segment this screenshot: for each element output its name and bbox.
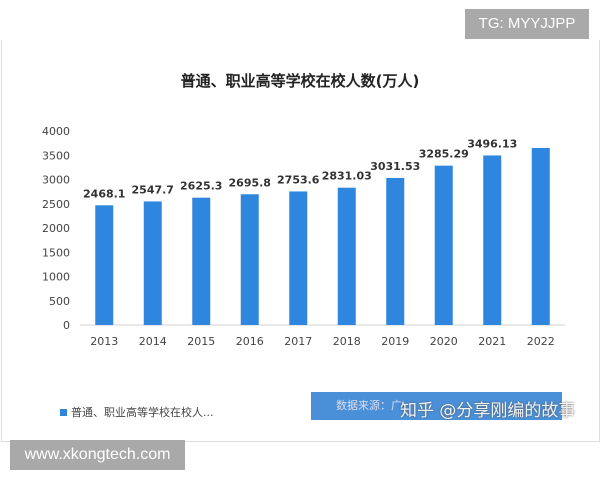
y-tick-label: 0	[63, 319, 70, 332]
bar-2014	[143, 201, 162, 325]
legend-swatch	[60, 409, 67, 416]
bar-2022	[531, 147, 550, 325]
y-tick-label: 500	[49, 295, 70, 308]
bar-2018	[337, 187, 356, 325]
x-tick-label: 2015	[187, 335, 215, 348]
bar-2013	[95, 205, 114, 325]
data-label: 2831.03	[322, 170, 372, 183]
data-label: 3285.29	[419, 148, 469, 161]
bar-2020	[434, 165, 453, 325]
y-tick-label: 1500	[42, 246, 70, 259]
data-label: 2468.1	[83, 187, 125, 200]
x-tick-label: 2020	[430, 335, 458, 348]
x-tick-label: 2019	[381, 335, 409, 348]
legend: 普通、职业高等学校在校人...	[60, 404, 214, 420]
x-tick-label: 2016	[236, 335, 264, 348]
y-tick-label: 4000	[42, 125, 70, 138]
bar-2017	[289, 191, 308, 325]
bar-2015	[192, 197, 211, 325]
y-tick-label: 1000	[42, 271, 70, 284]
x-tick-label: 2013	[90, 335, 118, 348]
bar-2019	[386, 177, 405, 325]
data-label: 2753.6	[277, 173, 320, 186]
legend-label: 普通、职业高等学校在校人...	[71, 406, 214, 419]
bar-2016	[240, 194, 259, 325]
data-label: 3496.13	[467, 137, 517, 150]
tg-watermark: TG: MYYJJPP	[465, 9, 589, 39]
source-banner: 数据来源：广	[311, 392, 562, 420]
x-tick-label: 2014	[139, 335, 167, 348]
y-tick-label: 3500	[42, 149, 70, 162]
x-tick-label: 2018	[333, 335, 361, 348]
chart-title: 普通、职业高等学校在校人数(万人)	[180, 72, 420, 90]
data-label: 2695.8	[229, 176, 271, 189]
y-tick-label: 2500	[42, 198, 70, 211]
zhihu-watermark: 知乎 @分享刚编的故事	[400, 401, 576, 421]
bar-2021	[483, 155, 502, 325]
data-label: 2547.7	[132, 183, 174, 196]
x-tick-label: 2017	[284, 335, 312, 348]
x-tick-label: 2022	[527, 335, 555, 348]
data-label: 3031.53	[370, 160, 420, 173]
y-tick-label: 2000	[42, 222, 70, 235]
site-watermark: www.xkongtech.com	[10, 440, 185, 470]
data-label: 2625.3	[180, 180, 222, 193]
y-tick-label: 3000	[42, 174, 70, 187]
x-tick-label: 2021	[478, 335, 506, 348]
